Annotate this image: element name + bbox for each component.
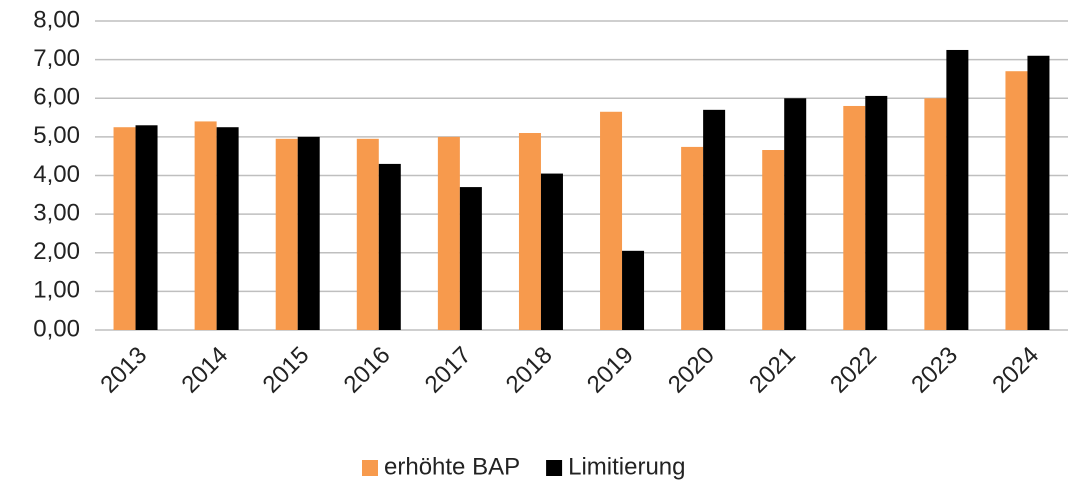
bar (216, 127, 239, 330)
bar (622, 250, 645, 330)
legend-label: Limitierung (568, 453, 685, 480)
x-tick-label: 2024 (987, 342, 1044, 399)
x-tick-label: 2015 (258, 342, 315, 399)
bar (600, 111, 623, 330)
x-tick-label: 2022 (825, 342, 882, 399)
legend-swatch (362, 460, 378, 476)
bar (297, 136, 320, 330)
x-tick-label: 2021 (744, 342, 801, 399)
y-tick-label: 6,00 (33, 84, 80, 111)
x-tick-label: 2023 (906, 342, 963, 399)
bar (356, 138, 379, 330)
bar (946, 49, 969, 330)
bar (194, 121, 217, 330)
bar (275, 138, 298, 330)
legend-swatch (546, 460, 563, 476)
y-tick-label: 0,00 (33, 315, 80, 342)
bar (540, 173, 563, 330)
bar (843, 105, 866, 330)
bar (135, 125, 158, 330)
bar (784, 98, 807, 330)
y-tick-label: 3,00 (33, 199, 80, 226)
x-tick-label: 2017 (420, 342, 477, 399)
bar (1005, 71, 1028, 331)
bar (1027, 55, 1050, 330)
bar (865, 95, 888, 331)
x-tick-label: 2018 (501, 342, 558, 399)
y-tick-label: 1,00 (33, 277, 80, 304)
y-tick-label: 2,00 (33, 238, 80, 265)
bar (924, 98, 947, 330)
bar (378, 163, 401, 330)
bar (459, 187, 482, 330)
bar (113, 127, 136, 330)
bar (681, 146, 704, 330)
y-tick-label: 4,00 (33, 161, 80, 188)
legend-label: erhöhte BAP (384, 453, 520, 480)
x-tick-label: 2014 (177, 342, 234, 399)
bar (703, 109, 726, 331)
x-tick-label: 2016 (339, 342, 396, 399)
y-tick-label: 8,00 (33, 6, 80, 33)
x-tick-label: 2019 (582, 342, 639, 399)
bar (437, 136, 460, 330)
x-tick-label: 2013 (95, 342, 152, 399)
bar (518, 133, 541, 330)
y-tick-label: 7,00 (33, 45, 80, 72)
bar (762, 150, 785, 330)
x-tick-label: 2020 (663, 342, 720, 399)
y-tick-label: 5,00 (33, 122, 80, 149)
